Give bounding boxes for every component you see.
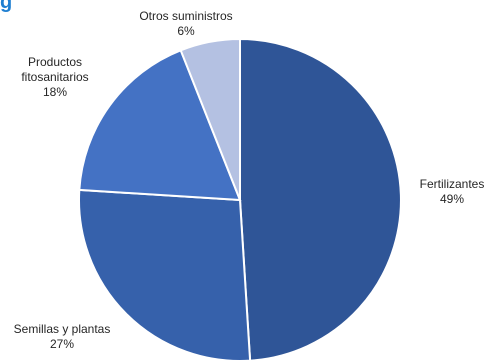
slice-percent-label: 6% [177,24,195,38]
slice-category-label: Fertilizantes [420,177,485,191]
slice-category-label: fitosanitarios [21,70,88,84]
slice-category-label: Productos [28,55,82,69]
pie-slice-otros-suministros [179,37,241,201]
slice-category-label: Semillas y plantas [14,322,111,336]
slice-percent-label: 18% [43,85,67,99]
slice-label: Semillas y plantas 27% [14,322,111,351]
pie-slices [78,37,402,362]
slice-label: Productos fitosanitarios 18% [21,55,88,99]
slice-percent-label: 49% [440,192,464,206]
pie-slice-productos-fitosanitarios [78,49,242,202]
pie-slice-semillas-y-plantas [78,188,252,362]
slice-label: Fertilizantes 49% [420,177,485,206]
pie-slice-fertilizantes [239,37,402,362]
slice-label: Otros suministros 6% [139,9,232,38]
slice-labels: Fertilizantes 49% Semillas y plantas 27% Pro… [14,9,485,351]
clipped-title-fragment: g [0,0,13,13]
slice-category-label: Otros suministros [139,9,232,23]
slice-percent-label: 27% [50,337,74,351]
